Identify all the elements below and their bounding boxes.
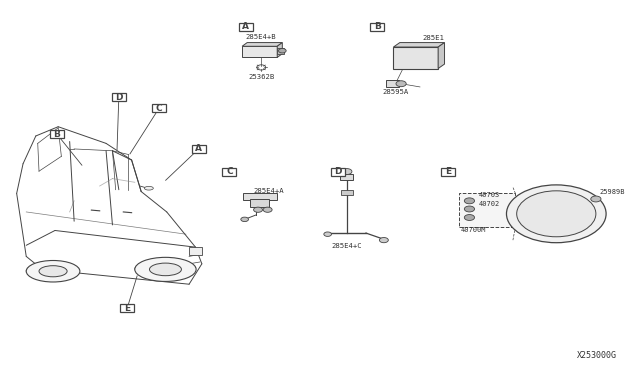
Text: E: E	[124, 304, 130, 313]
Text: 40702: 40702	[478, 201, 500, 207]
Circle shape	[465, 215, 474, 221]
Text: D: D	[115, 93, 123, 102]
Ellipse shape	[26, 260, 80, 282]
Circle shape	[278, 48, 286, 53]
Bar	[191, 145, 205, 153]
Circle shape	[241, 217, 248, 222]
Ellipse shape	[145, 186, 154, 190]
Text: A: A	[243, 22, 250, 31]
Text: B: B	[54, 129, 60, 139]
Bar	[331, 168, 345, 176]
Ellipse shape	[150, 263, 181, 276]
Text: 285E4+C: 285E4+C	[332, 243, 362, 249]
Text: 40703: 40703	[478, 192, 500, 198]
Text: A: A	[195, 144, 202, 153]
Circle shape	[253, 207, 262, 212]
Bar	[189, 247, 202, 254]
Bar	[152, 104, 166, 112]
Ellipse shape	[39, 266, 67, 277]
Circle shape	[263, 207, 272, 212]
Circle shape	[591, 196, 601, 202]
Circle shape	[324, 232, 332, 236]
Text: D: D	[334, 167, 342, 176]
Bar	[243, 193, 276, 200]
Bar	[371, 23, 385, 31]
Circle shape	[465, 206, 474, 212]
Polygon shape	[394, 42, 445, 47]
Text: 40700M: 40700M	[461, 227, 486, 234]
Bar	[460, 193, 515, 227]
Polygon shape	[277, 42, 282, 57]
Circle shape	[257, 65, 266, 70]
Polygon shape	[242, 42, 282, 46]
Bar	[340, 174, 353, 180]
Bar	[441, 168, 455, 176]
Bar	[277, 48, 284, 54]
Bar	[394, 47, 438, 68]
Circle shape	[342, 169, 352, 174]
Text: 28595A: 28595A	[383, 89, 409, 95]
Bar	[386, 80, 399, 87]
Bar	[250, 199, 269, 208]
Circle shape	[516, 191, 596, 237]
Text: 285E4+A: 285E4+A	[253, 188, 284, 194]
Bar	[112, 93, 126, 101]
Bar	[50, 130, 64, 138]
Bar	[222, 168, 236, 176]
Text: 285E1: 285E1	[422, 35, 444, 42]
Ellipse shape	[135, 257, 196, 282]
Text: 285E4+B: 285E4+B	[245, 33, 276, 40]
Circle shape	[465, 198, 474, 204]
Circle shape	[396, 81, 406, 87]
Text: C: C	[156, 104, 163, 113]
Bar	[242, 46, 277, 57]
Bar	[239, 23, 253, 31]
Text: X253000G: X253000G	[577, 351, 617, 360]
Text: C: C	[226, 167, 232, 176]
Bar	[341, 190, 353, 195]
Text: 25362B: 25362B	[248, 74, 275, 80]
Circle shape	[506, 185, 606, 243]
Polygon shape	[438, 42, 445, 68]
Circle shape	[380, 237, 388, 243]
Text: 25989B: 25989B	[600, 189, 625, 195]
Bar	[120, 304, 134, 312]
Text: B: B	[374, 22, 381, 31]
Text: E: E	[445, 167, 451, 176]
